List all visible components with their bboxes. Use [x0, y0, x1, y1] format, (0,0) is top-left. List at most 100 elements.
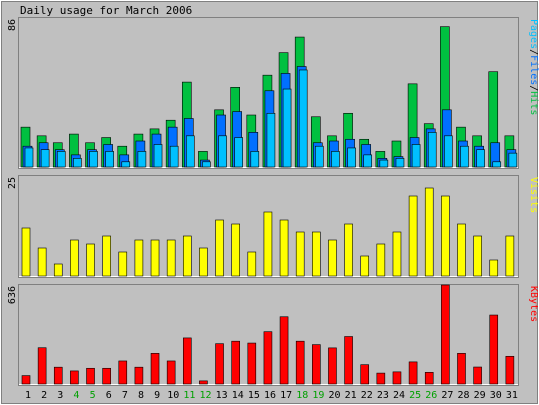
panel-legend: Pages/Files/Hits	[528, 19, 539, 115]
bar-kbytes-day-16	[263, 331, 273, 385]
x-tick-label: 15	[248, 390, 260, 401]
x-tick-label: 14	[232, 390, 244, 401]
bar-pages-day-22	[363, 154, 373, 168]
bar-kbytes-day-27	[441, 284, 450, 385]
bar-pages-day-25	[411, 144, 421, 168]
panel-visits: 25 Visits	[7, 175, 539, 278]
bar-visits-day-2	[37, 247, 47, 277]
bar-visits-day-1	[21, 227, 31, 277]
bar-pages-day-11	[185, 135, 195, 168]
x-tick-label: 22	[361, 390, 373, 401]
chart-title: Daily usage for March 2006	[20, 4, 192, 17]
panel-kbytes: 636 KBytes	[7, 284, 539, 386]
bar-visits-day-7	[118, 251, 128, 277]
bar-kbytes-day-4	[70, 370, 79, 385]
bar-pages-day-3	[56, 151, 66, 168]
bar-visits-day-12	[199, 247, 208, 277]
bar-visits-day-23	[376, 243, 386, 277]
bar-visits-day-15	[247, 251, 257, 277]
bar-kbytes-day-9	[150, 353, 160, 385]
bar-visits-day-28	[457, 223, 466, 277]
x-tick-label: 17	[280, 390, 292, 401]
bar-pages-day-14	[234, 137, 243, 168]
x-tick-label: 9	[154, 390, 160, 401]
x-tick-label: 30	[490, 390, 502, 401]
bar-kbytes-day-20	[328, 347, 337, 385]
x-tick-label: 8	[138, 390, 144, 401]
bar-pages-day-6	[105, 151, 114, 168]
bar-kbytes-day-29	[473, 366, 482, 385]
panel-legend: KBytes	[528, 286, 539, 322]
bar-visits-day-29	[473, 235, 482, 277]
x-tick-label: 19	[312, 390, 324, 401]
bar-visits-day-3	[53, 263, 63, 277]
x-tick-label: 18	[296, 390, 308, 401]
bar-pages-day-18	[298, 69, 308, 168]
bar-kbytes-day-23	[376, 372, 386, 385]
bar-kbytes-day-17	[279, 316, 289, 385]
panel-hits-files-pages: 86 Pages/Files/Hits	[7, 17, 539, 169]
bar-pages-day-29	[476, 149, 485, 168]
bar-pages-day-31	[508, 152, 518, 168]
x-tick-label: 31	[506, 390, 518, 401]
bar-pages-day-1	[24, 147, 34, 168]
bar-visits-day-27	[441, 195, 450, 277]
legend-part: Files	[528, 55, 539, 85]
bar-pages-day-9	[153, 144, 163, 168]
bar-visits-day-31	[505, 235, 515, 277]
bar-pages-day-4	[73, 158, 82, 168]
x-tick-label: 16	[264, 390, 276, 401]
x-tick-label: 6	[106, 390, 112, 401]
bar-visits-day-20	[328, 239, 337, 277]
bar-kbytes-day-15	[247, 342, 257, 385]
bar-visits-day-26	[424, 187, 434, 277]
bar-pages-day-15	[250, 151, 260, 168]
bar-kbytes-day-19	[312, 344, 321, 385]
bar-kbytes-day-10	[166, 360, 176, 385]
x-tick-label: 10	[167, 390, 179, 401]
bar-kbytes-day-5	[86, 367, 95, 385]
bar-kbytes-day-7	[118, 360, 128, 385]
bar-visits-day-4	[70, 239, 79, 277]
x-tick-label: 4	[73, 390, 79, 401]
x-axis-labels: 1 2 3 4 5 6 7 8 9 10 11 12 13 14 15 16 17 18 19 20 21 22 23 24 2…	[25, 390, 518, 401]
bar-pages-day-24	[395, 158, 405, 168]
bar-kbytes-day-12	[199, 380, 208, 385]
bar-pages-day-13	[218, 135, 227, 168]
x-tick-label: 21	[345, 390, 357, 401]
bar-kbytes-day-21	[344, 336, 353, 385]
bar-pages-day-2	[40, 149, 50, 168]
bar-visits-day-8	[134, 239, 144, 277]
legend-part: Hits	[528, 91, 539, 115]
bar-pages-day-27	[444, 135, 453, 168]
x-tick-label: 29	[474, 390, 486, 401]
bar-pages-day-5	[89, 151, 98, 168]
bar-pages-day-8	[137, 151, 147, 168]
bar-visits-day-19	[312, 231, 321, 277]
bar-visits-day-17	[279, 219, 289, 277]
bar-kbytes-day-8	[134, 366, 144, 385]
bar-kbytes-day-31	[505, 355, 515, 385]
series-pages	[24, 69, 518, 168]
legend-part: Visits	[528, 177, 539, 213]
bar-pages-day-30	[492, 161, 502, 168]
bar-visits-day-11	[182, 235, 192, 277]
x-tick-label: 24	[393, 390, 405, 401]
x-tick-label: 26	[425, 390, 437, 401]
bar-pages-day-20	[331, 151, 340, 168]
bar-kbytes-day-2	[37, 347, 47, 385]
x-tick-label: 5	[90, 390, 96, 401]
bar-pages-day-16	[266, 112, 276, 168]
y-max-label: 636	[7, 286, 18, 304]
bar-kbytes-day-1	[21, 375, 31, 385]
bar-pages-day-26	[427, 132, 437, 168]
legend-part: /	[528, 49, 539, 55]
y-max-label: 25	[7, 177, 18, 189]
bar-kbytes-day-22	[360, 364, 370, 385]
bar-visits-day-13	[215, 219, 224, 277]
bar-pages-day-17	[282, 88, 292, 168]
bar-kbytes-day-25	[408, 361, 418, 385]
